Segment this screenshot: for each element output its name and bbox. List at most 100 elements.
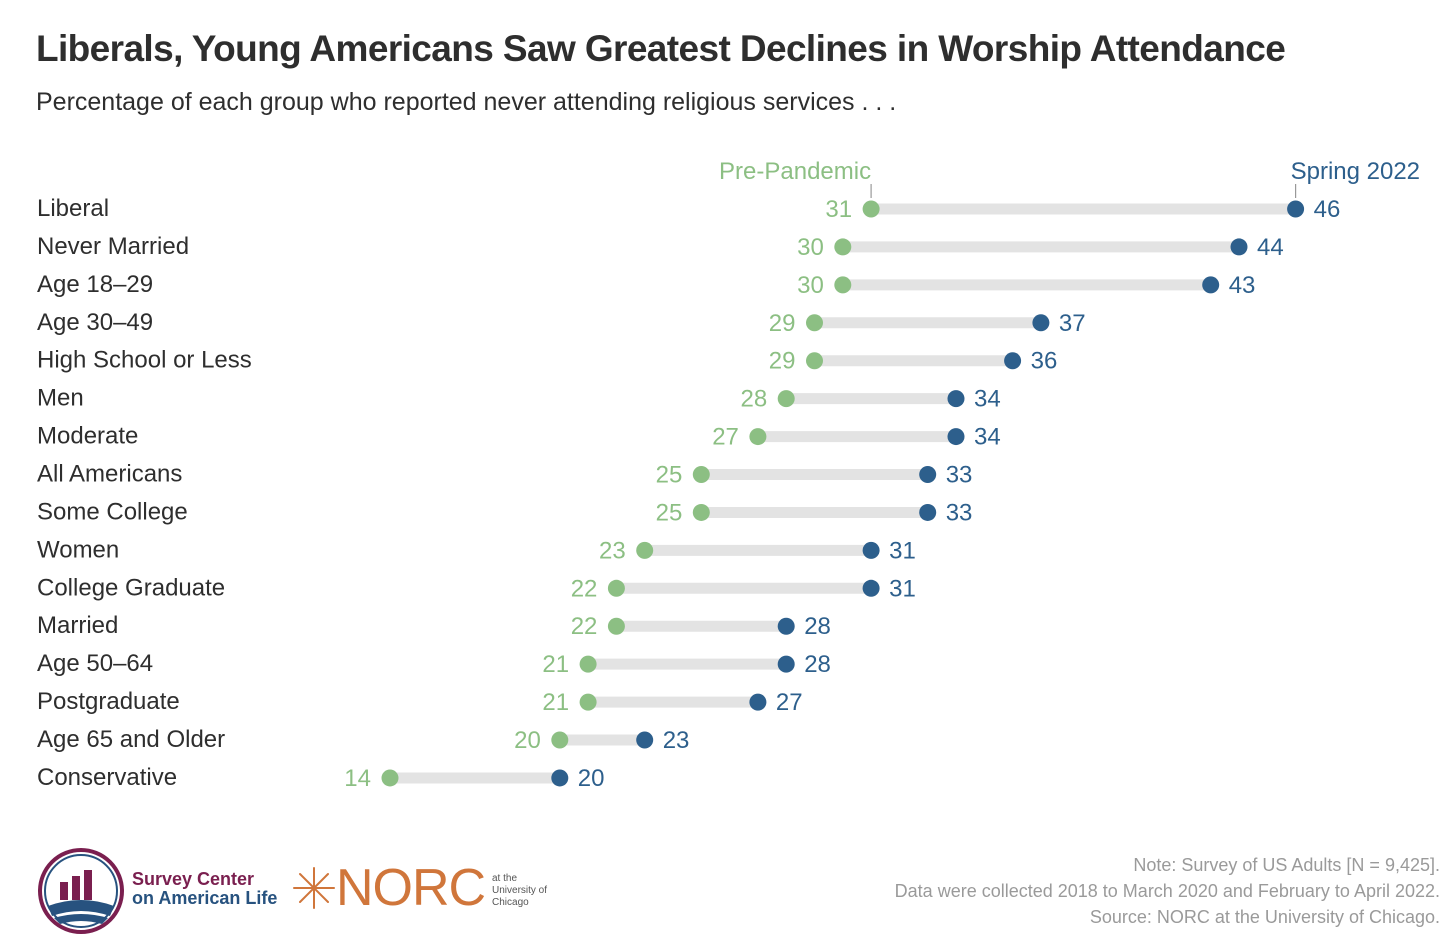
category-label: Liberal [37,195,109,222]
spring-2022-dot [919,503,937,521]
spring-2022-value-label: 34 [974,386,1001,413]
survey-center-line1: Survey Center [132,869,255,889]
category-label: College Graduate [37,574,225,601]
legend-pre-pandemic: Pre-Pandemic [719,158,871,185]
category-label: Age 65 and Older [37,726,225,753]
pre-pandemic-value-label: 30 [797,272,824,299]
norc-wordmark: NORC [336,859,486,917]
spring-2022-value-label: 43 [1229,272,1256,299]
pre-pandemic-value-label: 21 [542,651,569,678]
norc-sub-line: Chicago [492,897,529,908]
category-label: Some College [37,498,188,525]
pre-pandemic-dot [749,428,767,446]
footer-logos: Survey Center on American Life NORC at t… [36,846,596,936]
category-label: High School or Less [37,347,252,374]
pre-pandemic-dot [579,655,597,673]
category-label: Age 18–29 [37,271,153,298]
category-label: All Americans [37,461,182,488]
category-label: Married [37,612,118,639]
spring-2022-dot [947,428,965,446]
survey-center-name: Survey Center on American Life [132,870,277,908]
spring-2022-dot [1230,238,1248,256]
pre-pandemic-value-label: 25 [656,499,683,526]
pre-pandemic-dot [692,466,710,484]
spring-2022-value-label: 31 [889,537,916,564]
pre-pandemic-value-label: 22 [571,613,598,640]
category-label: Conservative [37,764,177,791]
pre-pandemic-dot [777,390,795,408]
spring-2022-value-label: 27 [776,689,803,716]
note-line: Note: Survey of US Adults [N = 9,425]. [1133,855,1440,875]
dumbbell-chart: Pre-Pandemic Spring 2022 Liberal 31 46 Never … [37,158,1420,792]
source-notes: Note: Survey of US Adults [N = 9,425]. D… [895,852,1440,930]
pre-pandemic-value-label: 29 [769,348,796,375]
pre-pandemic-dot [636,541,654,559]
spring-2022-value-label: 31 [889,575,916,602]
pre-pandemic-value-label: 14 [344,765,371,792]
pre-pandemic-dot [862,200,880,218]
spring-2022-value-label: 28 [804,651,831,678]
spring-2022-value-label: 33 [946,462,973,489]
spring-2022-dot [1202,276,1220,294]
pre-pandemic-dot [551,731,569,749]
norc-sub-line: at the [492,873,518,884]
category-label: Never Married [37,233,189,260]
spring-2022-value-label: 34 [974,424,1001,451]
pre-pandemic-dot [579,693,597,711]
pre-pandemic-dot [381,769,399,787]
spring-2022-dot [862,541,880,559]
spring-2022-dot [636,731,654,749]
spring-2022-value-label: 20 [578,765,605,792]
chart-subtitle: Percentage of each group who reported ne… [36,88,897,116]
pre-pandemic-value-label: 31 [825,196,852,223]
pre-pandemic-dot [834,238,852,256]
pre-pandemic-value-label: 25 [656,462,683,489]
pre-pandemic-value-label: 29 [769,310,796,337]
legend-spring-2022: Spring 2022 [1291,158,1420,185]
pre-pandemic-dot [806,314,823,332]
category-label: Moderate [37,423,138,450]
spring-2022-value-label: 36 [1031,348,1058,375]
spring-2022-dot [1287,200,1305,218]
category-label: Men [37,385,84,412]
pre-pandemic-dot [834,276,852,294]
norc-subtitle: at the University of Chicago [492,873,547,909]
pre-pandemic-value-label: 28 [740,386,767,413]
spring-2022-dot [1004,352,1022,370]
spring-2022-value-label: 23 [663,727,690,754]
survey-center-logo-icon [38,848,124,934]
survey-center-line2: on American Life [132,888,278,908]
pre-pandemic-value-label: 21 [542,689,569,716]
spring-2022-dot [749,693,767,711]
norc-sub-line: University of [492,885,548,896]
category-label: Postgraduate [37,688,180,715]
pre-pandemic-value-label: 30 [797,234,824,261]
pre-pandemic-dot [607,579,625,597]
spring-2022-value-label: 33 [946,499,973,526]
spring-2022-dot [777,617,795,635]
spring-2022-dot [551,769,569,787]
spring-2022-value-label: 44 [1257,234,1284,261]
spring-2022-dot [1032,314,1050,332]
spring-2022-dot [947,390,965,408]
source-line: Source: NORC at the University of Chicag… [1089,907,1440,927]
data-collection-line: Data were collected 2018 to March 2020 a… [894,881,1440,901]
spring-2022-dot [919,466,937,484]
spring-2022-dot [862,579,880,597]
category-label: Age 50–64 [37,650,153,677]
pre-pandemic-dot [692,503,710,521]
pre-pandemic-value-label: 27 [712,424,739,451]
pre-pandemic-dot [806,352,823,370]
spring-2022-value-label: 46 [1314,196,1341,223]
spring-2022-value-label: 37 [1059,310,1086,337]
pre-pandemic-dot [607,617,625,635]
pre-pandemic-value-label: 20 [514,727,541,754]
pre-pandemic-value-label: 22 [571,575,598,602]
category-label: Women [37,536,119,563]
spring-2022-dot [777,655,795,673]
spring-2022-value-label: 28 [804,613,831,640]
norc-star-icon [293,867,335,909]
category-label: Age 30–49 [37,309,153,336]
chart-title: Liberals, Young Americans Saw Greatest D… [36,28,1286,69]
pre-pandemic-value-label: 23 [599,537,626,564]
